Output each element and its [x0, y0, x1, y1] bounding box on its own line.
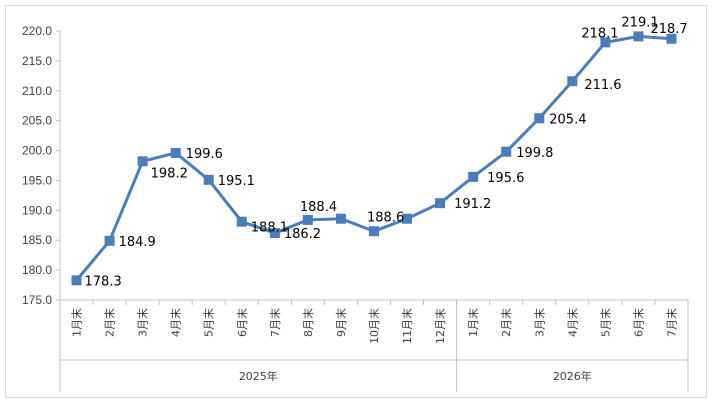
data-point [203, 174, 214, 185]
y-tick-label: 195.0 [22, 173, 52, 187]
year-label: 2025年 [239, 369, 278, 383]
data-point [501, 146, 512, 157]
data-label: 219.1 [621, 15, 658, 30]
data-label: 188.1 [251, 221, 288, 236]
data-point [170, 147, 181, 158]
data-point [666, 33, 677, 44]
x-tick-label: 7月末 [268, 308, 282, 337]
x-tick-label: 10月末 [367, 308, 381, 344]
data-point [104, 235, 115, 246]
x-tick-label: 12月末 [433, 308, 447, 344]
data-label: 188.6 [367, 210, 404, 225]
data-label: 205.4 [549, 112, 586, 127]
x-tick-label: 3月末 [532, 308, 546, 337]
data-point [567, 76, 578, 87]
data-label: 195.6 [487, 171, 524, 186]
data-label: 191.2 [454, 197, 491, 212]
data-label: 199.8 [516, 146, 553, 161]
x-tick-label: 7月末 [664, 308, 678, 337]
data-point [534, 113, 545, 124]
x-tick-label: 3月末 [136, 308, 150, 337]
data-label: 199.6 [186, 147, 223, 162]
data-point [302, 214, 313, 225]
y-tick-label: 205.0 [22, 114, 52, 128]
y-tick-label: 175.0 [22, 293, 52, 307]
x-tick-label: 6月末 [631, 308, 645, 337]
x-tick-label: 2月末 [499, 308, 513, 337]
data-point [369, 226, 379, 237]
x-tick-label: 4月末 [169, 308, 183, 337]
chart-frame [5, 5, 707, 398]
x-tick-label: 4月末 [565, 308, 579, 337]
data-point [600, 37, 611, 48]
x-tick-label: 2月末 [103, 308, 117, 337]
data-point [402, 213, 413, 224]
chart-axes: 175.0 180.0 185.0 190.0 195.0 200.0 205.0 210.0… [22, 24, 689, 392]
x-tick-label: 9月末 [334, 308, 348, 337]
y-tick-label: 210.0 [22, 84, 52, 98]
x-tick-label: 11月末 [400, 308, 414, 344]
data-point [269, 228, 280, 239]
data-label: 178.3 [85, 274, 122, 289]
y-tick-label: 220.0 [22, 24, 52, 38]
y-tick-label: 200.0 [22, 144, 52, 158]
x-tick-label: 1月末 [466, 308, 480, 337]
x-tick-label: 1月末 [70, 308, 84, 337]
x-tick-label: 8月末 [301, 308, 315, 337]
x-tick-label: 5月末 [598, 308, 612, 337]
year-label: 2026年 [553, 369, 592, 383]
data-label: 211.6 [584, 78, 621, 93]
data-label: 184.9 [119, 235, 156, 250]
y-tick-label: 215.0 [22, 54, 52, 68]
y-tick-label: 190.0 [22, 203, 52, 217]
x-tick-label: 6月末 [235, 308, 249, 337]
data-point [71, 275, 82, 286]
data-point [236, 216, 247, 227]
data-point [335, 213, 346, 224]
data-point [435, 198, 446, 209]
data-point [137, 156, 148, 167]
data-label: 198.2 [151, 166, 188, 181]
y-tick-label: 185.0 [22, 233, 52, 247]
data-label: 218.1 [581, 26, 618, 41]
x-tick-label: 5月末 [202, 308, 216, 337]
data-label: 186.2 [284, 227, 321, 242]
data-point [633, 31, 644, 42]
data-label: 188.4 [300, 200, 337, 215]
data-point [468, 171, 479, 182]
series-line [75, 34, 672, 282]
data-label: 218.7 [650, 22, 687, 37]
y-tick-label: 180.0 [22, 263, 52, 277]
data-label: 195.1 [218, 174, 255, 189]
